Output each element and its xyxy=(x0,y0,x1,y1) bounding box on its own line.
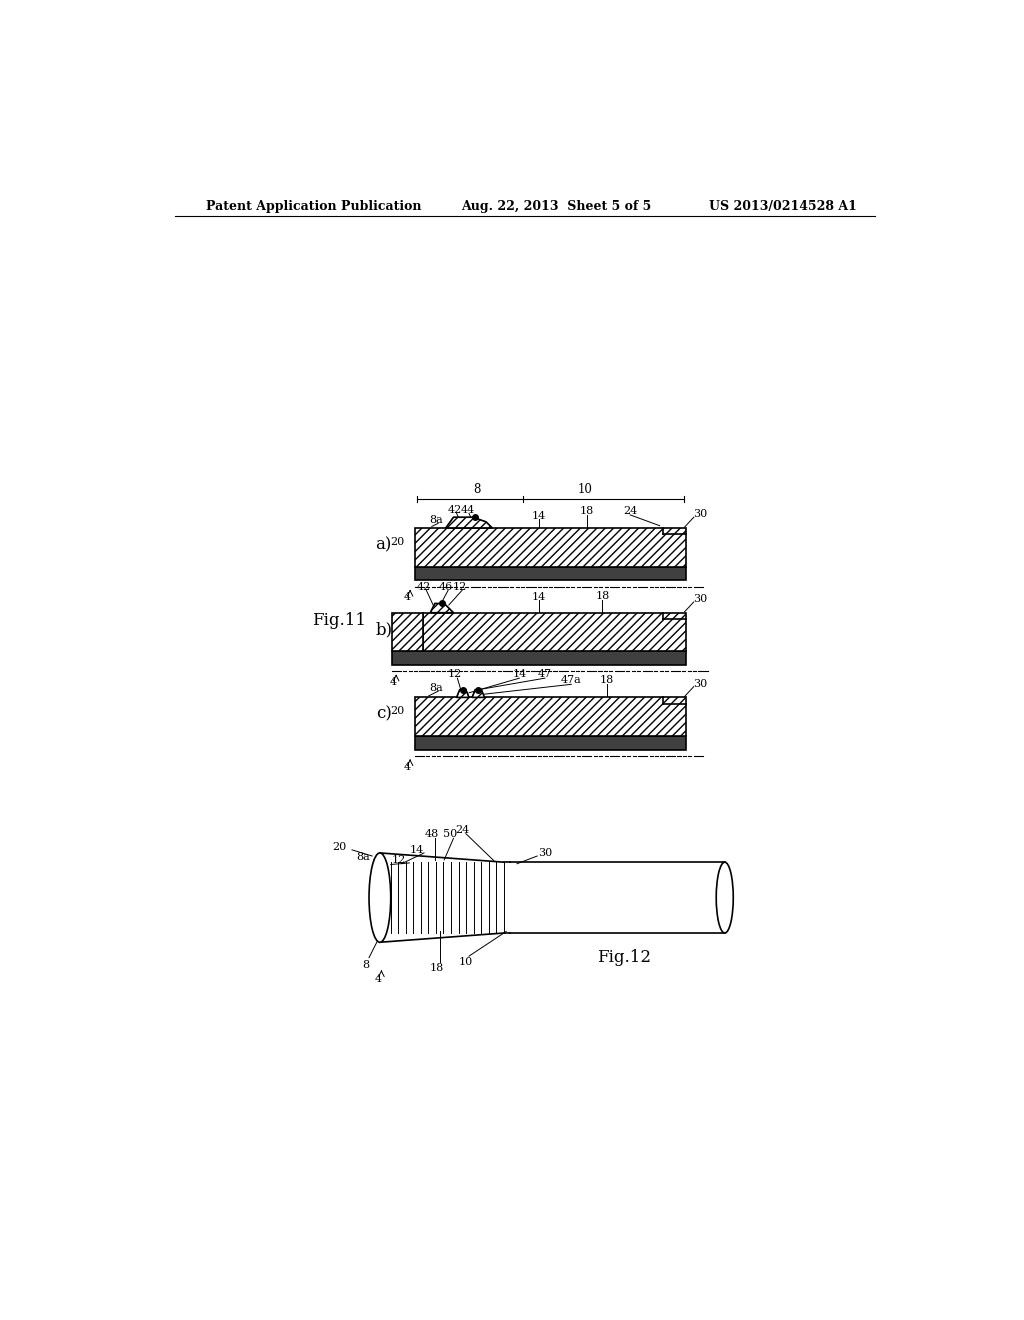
Text: 8: 8 xyxy=(362,961,370,970)
Text: 47a: 47a xyxy=(561,676,582,685)
Text: 24: 24 xyxy=(456,825,470,834)
Text: 18: 18 xyxy=(429,964,443,973)
Text: 12: 12 xyxy=(447,669,462,680)
Text: 30: 30 xyxy=(693,678,708,689)
Text: 12: 12 xyxy=(392,855,407,865)
Bar xyxy=(415,697,686,737)
Polygon shape xyxy=(445,517,493,528)
Text: 20: 20 xyxy=(390,537,404,546)
Text: 42: 42 xyxy=(447,504,462,515)
Text: Patent Application Publication: Patent Application Publication xyxy=(206,199,421,213)
Text: 12: 12 xyxy=(453,582,467,591)
Text: 4: 4 xyxy=(375,974,382,985)
Text: 18: 18 xyxy=(595,591,609,601)
Text: 18: 18 xyxy=(600,676,614,685)
Text: 20: 20 xyxy=(390,706,404,717)
Bar xyxy=(415,528,686,566)
Bar xyxy=(391,651,686,665)
Polygon shape xyxy=(430,603,454,612)
Text: 30: 30 xyxy=(693,594,708,603)
Text: c): c) xyxy=(376,706,392,723)
Polygon shape xyxy=(472,689,484,697)
Text: 10: 10 xyxy=(578,483,593,496)
Text: 14: 14 xyxy=(531,593,546,602)
Text: 50: 50 xyxy=(443,829,458,840)
Text: 42: 42 xyxy=(417,582,431,591)
Text: 30: 30 xyxy=(693,510,708,519)
Text: Fig.12: Fig.12 xyxy=(597,949,651,966)
Text: Fig.11: Fig.11 xyxy=(311,612,366,628)
Text: 4: 4 xyxy=(403,593,411,602)
Text: 18: 18 xyxy=(580,506,594,516)
Text: 14: 14 xyxy=(531,511,546,520)
Text: 30: 30 xyxy=(538,847,552,858)
Polygon shape xyxy=(457,689,469,697)
Text: 8a: 8a xyxy=(430,684,443,693)
Polygon shape xyxy=(391,612,423,651)
Text: 10: 10 xyxy=(459,957,473,968)
Text: Aug. 22, 2013  Sheet 5 of 5: Aug. 22, 2013 Sheet 5 of 5 xyxy=(461,199,651,213)
Text: 8a: 8a xyxy=(356,851,370,862)
Text: 8a: 8a xyxy=(430,515,443,525)
Text: 4: 4 xyxy=(403,762,411,772)
Bar xyxy=(415,737,686,750)
Text: 8: 8 xyxy=(473,483,480,496)
Text: 47: 47 xyxy=(538,669,552,680)
Text: 14: 14 xyxy=(410,845,424,855)
Text: 14: 14 xyxy=(512,669,526,680)
Text: 4: 4 xyxy=(389,677,396,686)
Text: 48: 48 xyxy=(425,829,439,840)
Text: a): a) xyxy=(376,536,392,553)
Text: 44: 44 xyxy=(461,504,474,515)
Text: 20: 20 xyxy=(333,842,347,851)
Ellipse shape xyxy=(369,853,391,942)
Bar xyxy=(415,566,686,581)
Text: 46: 46 xyxy=(438,582,453,591)
Text: b): b) xyxy=(375,622,392,638)
Bar xyxy=(423,612,686,651)
Text: 24: 24 xyxy=(623,506,637,516)
Ellipse shape xyxy=(716,862,733,933)
Text: US 2013/0214528 A1: US 2013/0214528 A1 xyxy=(710,199,857,213)
